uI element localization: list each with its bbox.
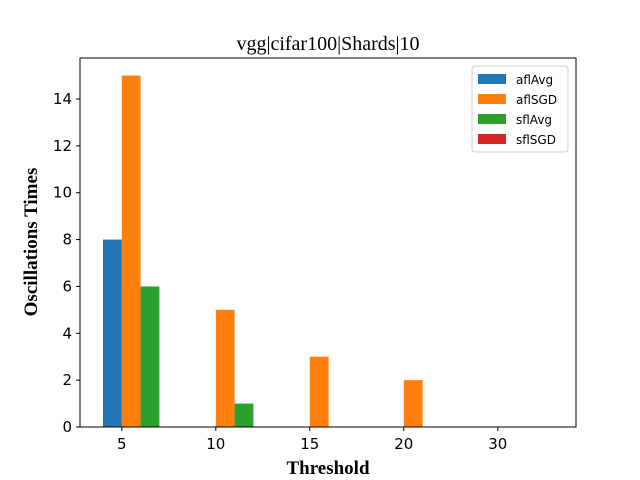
bar-aflSGD-5 <box>121 75 141 428</box>
y-axis-label: Oscillations Times <box>21 168 42 317</box>
legend-label-sflAvg: sflAvg <box>516 113 552 127</box>
bars <box>103 75 423 428</box>
bar-aflSGD-20 <box>403 380 423 427</box>
x-axis: 5 10 15 20 30 <box>117 427 507 453</box>
bar-aflAvg-5 <box>103 239 122 427</box>
y-tick-label: 2 <box>62 371 72 389</box>
legend-swatch-sflAvg <box>478 114 506 124</box>
plot-frame <box>79 57 577 428</box>
x-axis-label: Threshold <box>286 458 370 479</box>
legend-label-aflAvg: aflAvg <box>516 73 553 87</box>
bar-aflSGD-15 <box>309 356 329 427</box>
legend-box <box>471 65 569 153</box>
x-tick-label: 20 <box>394 435 413 453</box>
x-tick-label: 10 <box>206 435 225 453</box>
legend: aflAvg aflSGD sflAvg sflSGD <box>471 65 569 153</box>
y-axis: 0 2 4 6 8 10 12 14 <box>53 90 80 436</box>
y-tick-label: 8 <box>62 231 72 249</box>
legend-swatch-aflSGD <box>478 94 506 104</box>
y-tick-label: 4 <box>62 324 72 342</box>
legend-swatch-sflSGD <box>478 134 506 144</box>
bar-aflSGD-10 <box>215 309 235 427</box>
x-tick-label: 15 <box>300 435 319 453</box>
x-tick-label: 5 <box>117 435 127 453</box>
x-tick-label: 30 <box>488 435 507 453</box>
y-tick-label: 12 <box>53 137 72 155</box>
chart-title: vgg|cifar100|Shards|10 <box>236 33 419 55</box>
legend-label-aflSGD: aflSGD <box>516 93 557 107</box>
y-tick-label: 0 <box>62 418 72 436</box>
y-tick-label: 10 <box>53 184 72 202</box>
legend-label-sflSGD: sflSGD <box>516 133 556 147</box>
y-tick-label: 6 <box>62 277 72 295</box>
bar-sflAvg-5 <box>140 286 160 427</box>
legend-swatch-aflAvg <box>478 74 506 84</box>
y-tick-label: 14 <box>53 90 72 108</box>
bar-sflAvg-10 <box>234 403 254 427</box>
